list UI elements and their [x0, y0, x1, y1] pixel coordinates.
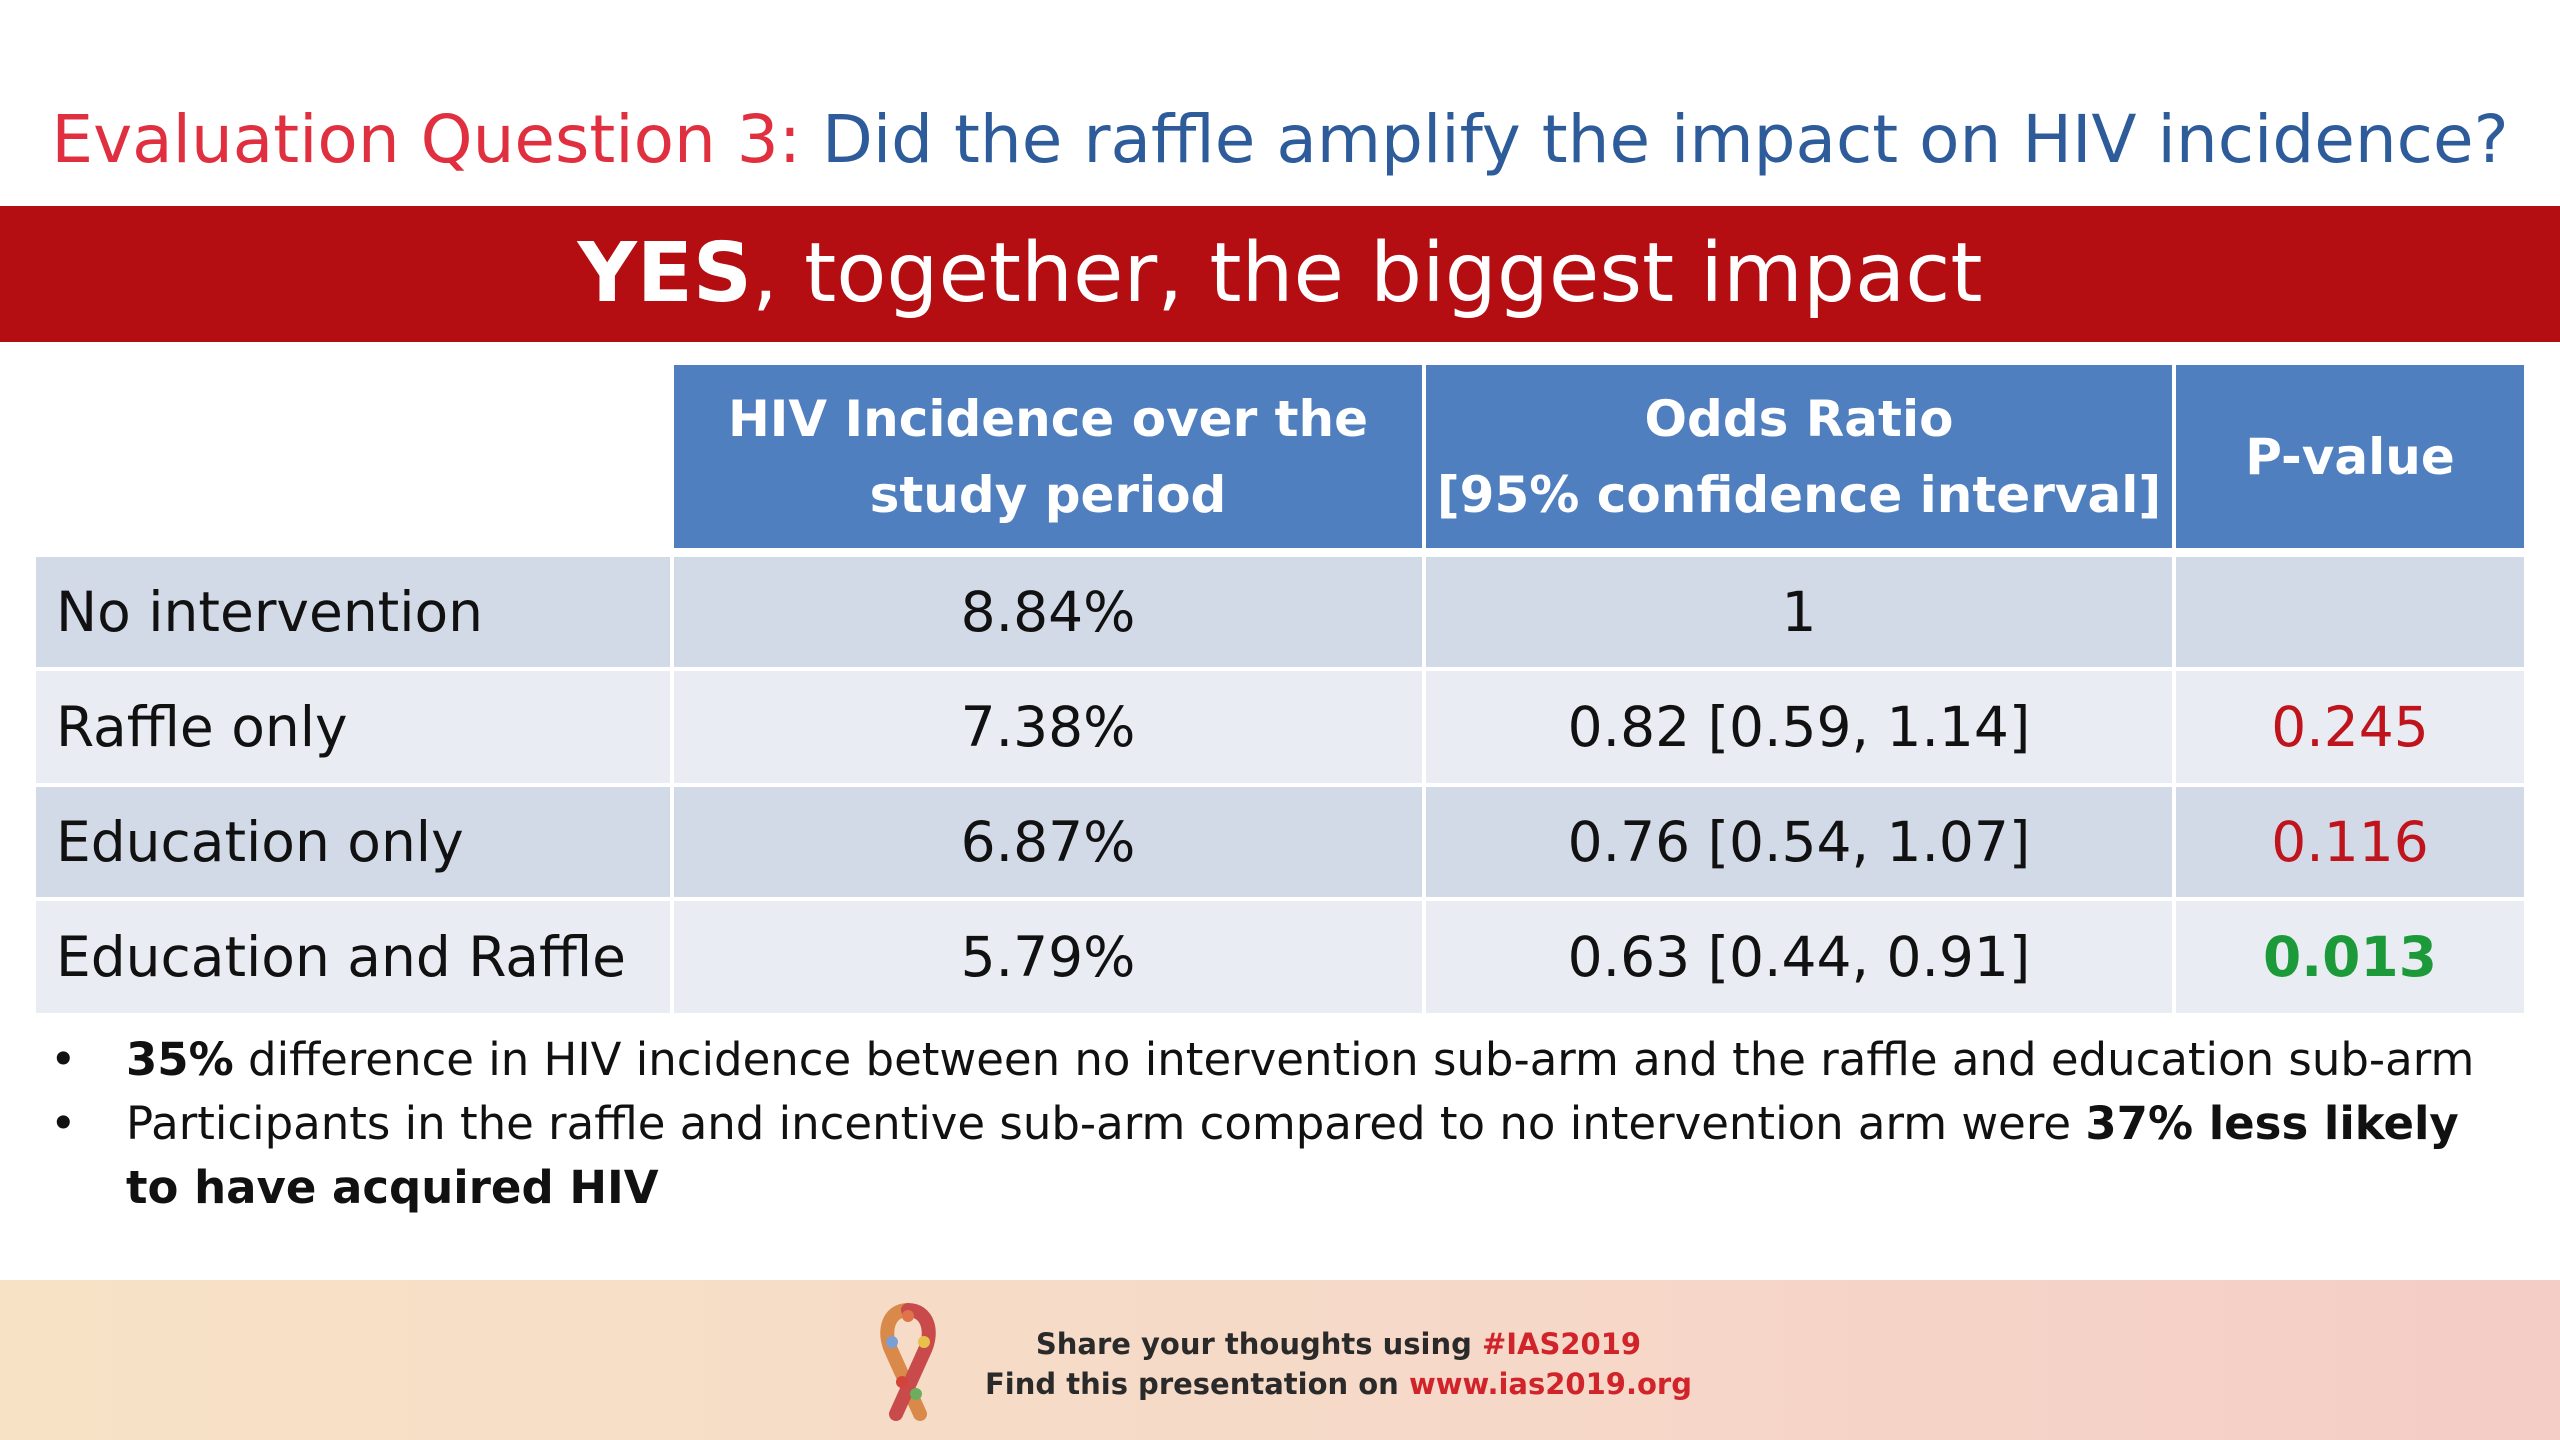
header-p-value: P-value — [2176, 365, 2524, 548]
bullet-item: • 35% difference in HIV incidence betwee… — [50, 1028, 2510, 1092]
footer-hashtag: #IAS2019 — [1481, 1327, 1642, 1361]
row-incidence: 6.87% — [674, 787, 1422, 897]
row-p-value — [2176, 557, 2524, 667]
row-incidence: 7.38% — [674, 671, 1422, 783]
bullet-text: difference in HIV incidence between no i… — [233, 1033, 2475, 1086]
row-odds-ratio: 0.76 [0.54, 1.07] — [1426, 787, 2172, 897]
title-question-text: Did the raffle amplify the impact on HIV… — [822, 101, 2509, 178]
footer-share-prefix: Share your thoughts using — [1035, 1327, 1482, 1361]
row-label: Raffle only — [36, 671, 670, 783]
header-pvalue-label: P-value — [2245, 427, 2455, 486]
bullet-item: • Participants in the raffle and incenti… — [50, 1092, 2510, 1220]
row-odds-ratio: 0.63 [0.44, 0.91] — [1426, 901, 2172, 1013]
row-label: Education only — [36, 787, 670, 897]
footer-line-share: Share your thoughts using #IAS2019 — [985, 1324, 1692, 1364]
row-p-value: 0.245 — [2176, 671, 2524, 783]
row-p-value: 0.116 — [2176, 787, 2524, 897]
bullet-bold-end: 37% less likely to have acquired HIV — [126, 1097, 2459, 1214]
header-incidence: HIV Incidence over the study period — [674, 365, 1422, 548]
title-question-label: Evaluation Question 3: — [51, 101, 802, 178]
footer-url-link[interactable]: www.ias2019.org — [1408, 1367, 1692, 1401]
row-p-value: 0.013 — [2176, 901, 2524, 1013]
bullet-dot-icon: • — [50, 1033, 77, 1086]
footer-line-find: Find this presentation on www.ias2019.or… — [985, 1364, 1692, 1404]
header-odds-ratio: Odds Ratio [95% confidence interval] — [1426, 365, 2172, 548]
footer-text: Share your thoughts using #IAS2019 Find … — [985, 1324, 1692, 1404]
aids-ribbon-icon — [880, 1303, 936, 1421]
bullet-text: Participants in the raffle and incentive… — [126, 1097, 2086, 1150]
bullet-dot-icon: • — [50, 1097, 77, 1150]
row-odds-ratio: 1 — [1426, 557, 2172, 667]
bullet-bold: 35% — [126, 1033, 234, 1086]
row-incidence: 8.84% — [674, 557, 1422, 667]
conference-footer: Share your thoughts using #IAS2019 Find … — [0, 1280, 2560, 1440]
row-incidence: 5.79% — [674, 901, 1422, 1013]
footer-find-prefix: Find this presentation on — [985, 1367, 1409, 1401]
header-incidence-line2: study period — [869, 465, 1227, 524]
banner-bold: YES — [577, 226, 752, 321]
slide-title: Evaluation Question 3: Did the raffle am… — [0, 90, 2560, 190]
header-incidence-line1: HIV Incidence over the — [727, 389, 1369, 448]
header-odds-line2: [95% confidence interval] — [1436, 465, 2162, 524]
row-label: No intervention — [36, 557, 670, 667]
bullet-list: • 35% difference in HIV incidence betwee… — [50, 1028, 2510, 1220]
row-label: Education and Raffle — [36, 901, 670, 1013]
row-odds-ratio: 0.82 [0.59, 1.14] — [1426, 671, 2172, 783]
answer-banner: YES, together, the biggest impact — [0, 206, 2560, 342]
header-odds-line1: Odds Ratio — [1644, 389, 1954, 448]
banner-rest: , together, the biggest impact — [751, 226, 1983, 321]
